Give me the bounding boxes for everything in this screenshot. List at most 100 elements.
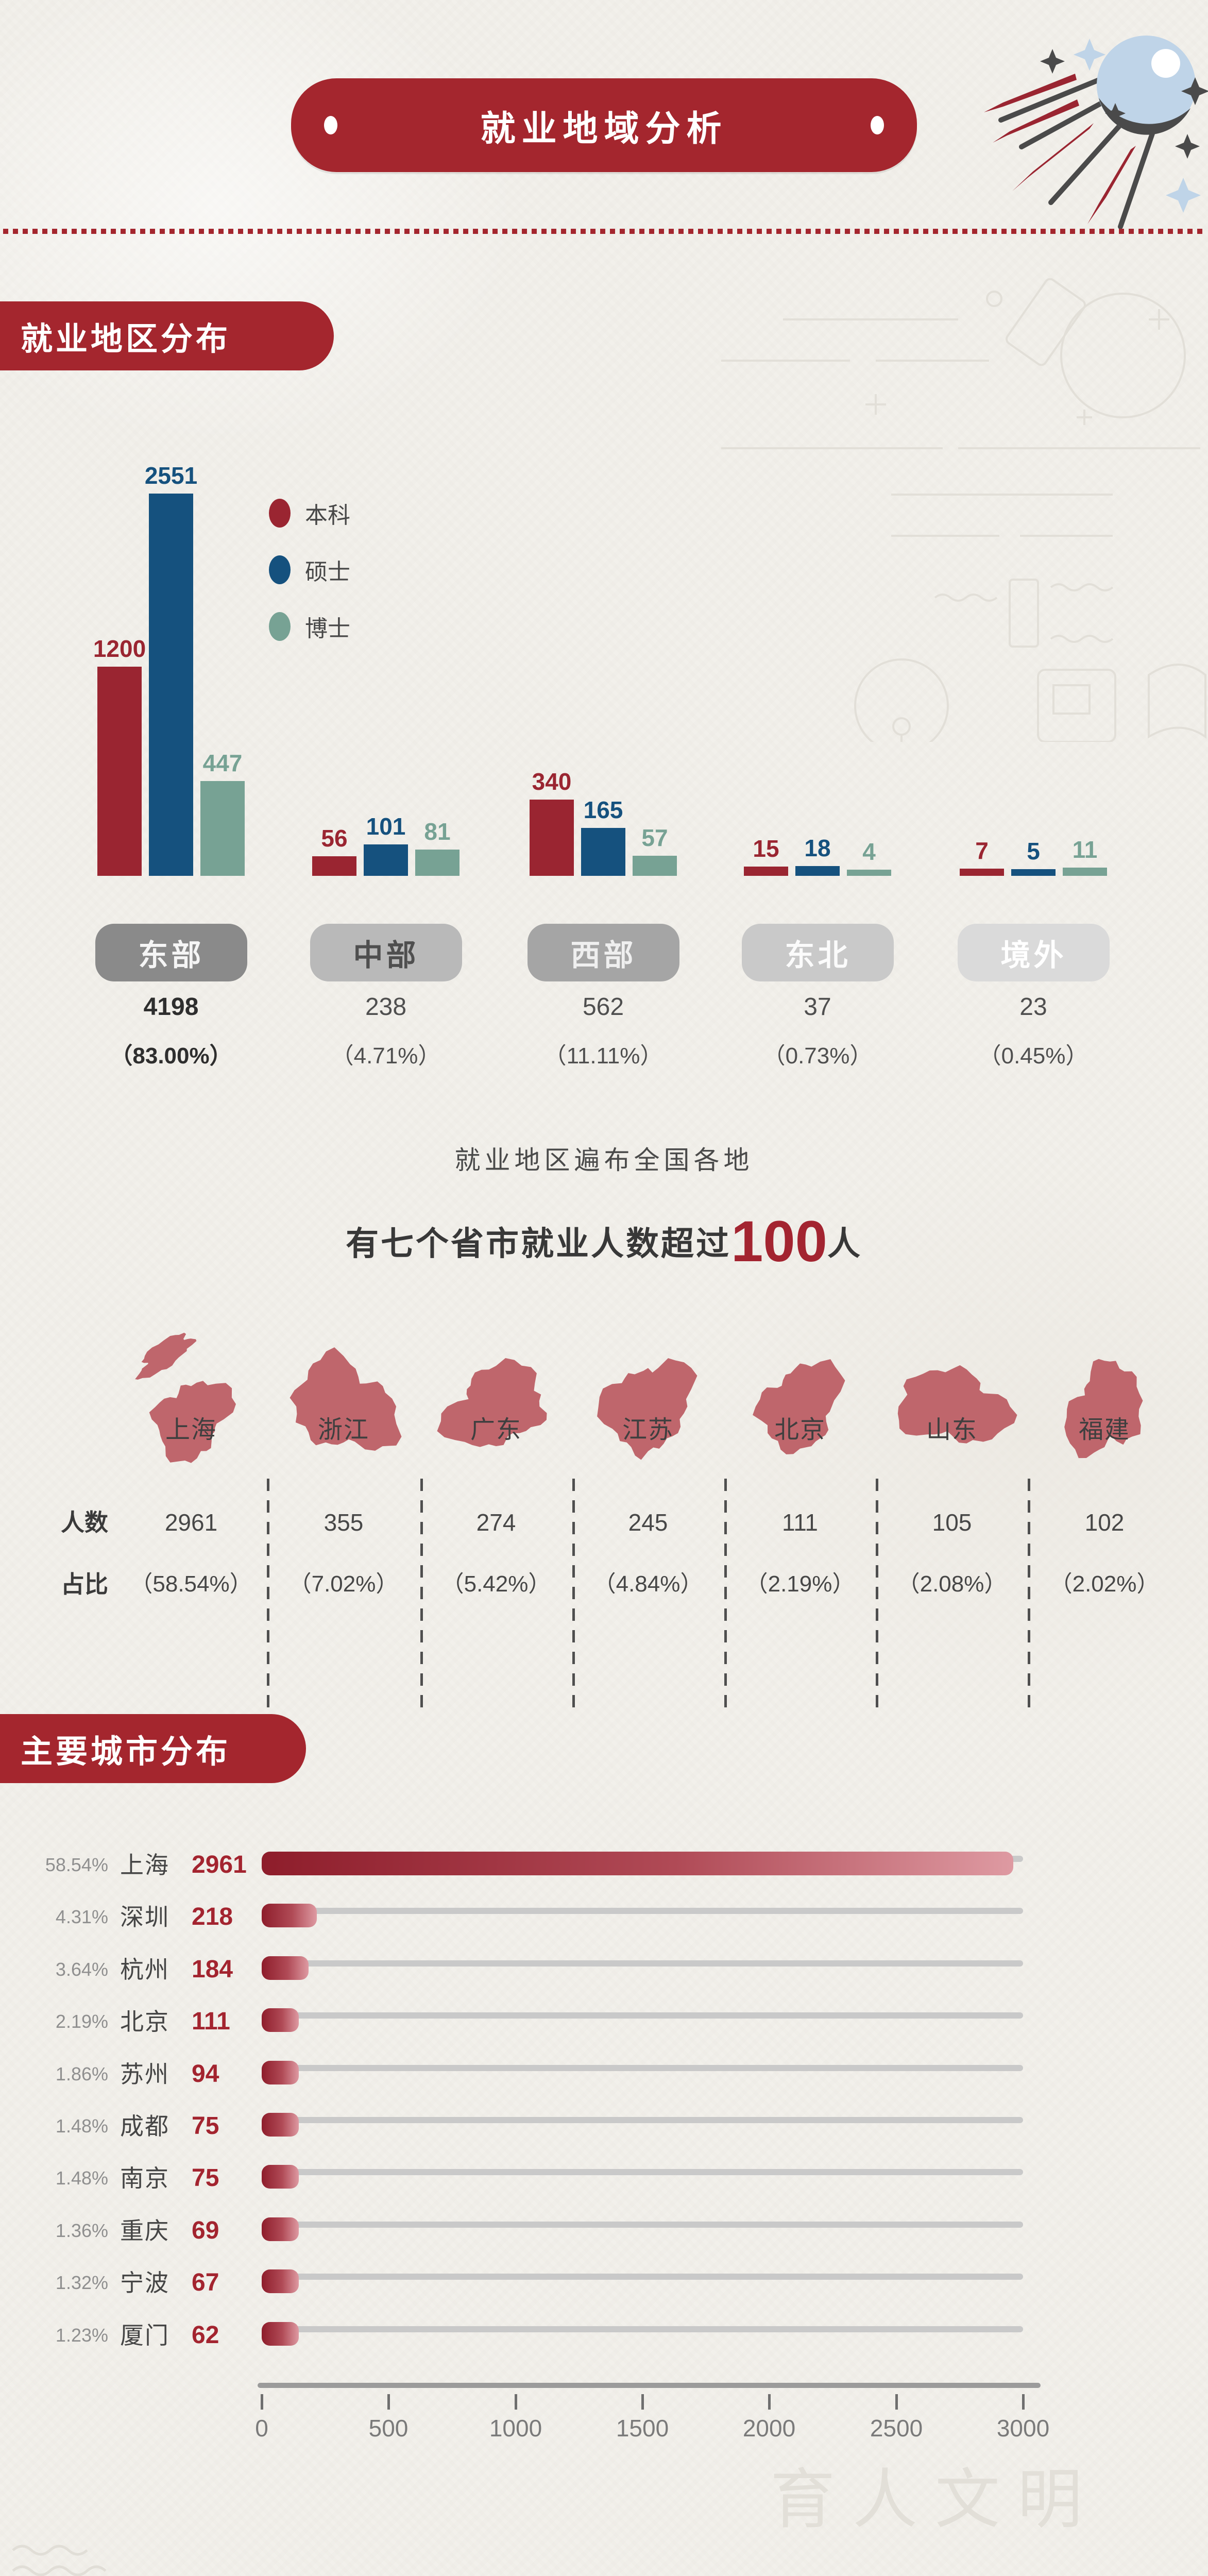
city-bar-track bbox=[262, 1960, 1023, 1967]
section-label: 主要城市分布 bbox=[21, 1734, 231, 1770]
legend-swatch-硕士 bbox=[269, 555, 291, 584]
bar-博士: 11 bbox=[1063, 836, 1107, 876]
region-total-share: （11.11%） bbox=[543, 1043, 663, 1069]
x-axis-tick-label: 0 bbox=[255, 2415, 268, 2442]
middle-line1: 就业地区遍布全国各地 bbox=[454, 1146, 754, 1175]
column-separator bbox=[420, 1479, 423, 1716]
city-bar-track bbox=[262, 2222, 1023, 2228]
city-bar bbox=[262, 2217, 299, 2241]
province-column-广东: 广东 bbox=[419, 1324, 573, 1489]
province-count: 105 bbox=[932, 1509, 972, 1536]
city-bar-track bbox=[262, 2169, 1023, 2175]
city-row-成都: 1.48% 成都 75 bbox=[0, 2110, 1208, 2143]
city-row-上海: 58.54% 上海 2961 bbox=[0, 1849, 1208, 1882]
region-box-东部: 东部 bbox=[95, 924, 247, 981]
x-axis-line bbox=[258, 2383, 1041, 2388]
x-axis-tick-label: 1500 bbox=[616, 2415, 669, 2442]
region-box-中部: 中部 bbox=[310, 924, 462, 981]
city-percent: 1.48% bbox=[55, 2115, 108, 2137]
province-name: 山东 bbox=[926, 1416, 978, 1444]
city-row-深圳: 4.31% 深圳 218 bbox=[0, 1901, 1208, 1934]
city-bar bbox=[262, 1904, 317, 1927]
city-row-南京: 1.48% 南京 75 bbox=[0, 2162, 1208, 2195]
legend-item: 硕士 bbox=[269, 549, 350, 591]
legend: 本科硕士博士 bbox=[269, 492, 350, 648]
province-share: （4.84%） bbox=[593, 1571, 703, 1597]
city-bar bbox=[262, 2322, 299, 2346]
province-shape-icon bbox=[753, 1359, 845, 1454]
province-share: （5.42%） bbox=[441, 1571, 551, 1597]
middle-line2-suffix: 人 bbox=[827, 1225, 862, 1262]
bar-本科: 7 bbox=[960, 837, 1004, 876]
legend-swatch-博士 bbox=[269, 612, 291, 641]
city-value: 69 bbox=[192, 2217, 219, 2244]
column-separator bbox=[1028, 1479, 1030, 1716]
city-bar bbox=[262, 1956, 309, 1980]
region-total-value: 238 bbox=[365, 993, 407, 1021]
city-percent: 1.36% bbox=[55, 2220, 108, 2241]
bar-value-label: 447 bbox=[202, 750, 243, 776]
province-share: （2.02%） bbox=[1049, 1571, 1160, 1597]
city-percent: 1.23% bbox=[55, 2325, 108, 2346]
bar-本科: 1200 bbox=[93, 635, 146, 876]
city-percent: 1.32% bbox=[55, 2272, 108, 2293]
x-axis-tick bbox=[261, 2394, 263, 2410]
city-name: 上海 bbox=[120, 1852, 169, 1878]
bar-value-label: 4 bbox=[862, 838, 876, 865]
row-header-share: 占比 bbox=[61, 1571, 108, 1598]
province-count: 355 bbox=[324, 1509, 364, 1536]
city-row-重庆: 1.36% 重庆 69 bbox=[0, 2214, 1208, 2247]
legend-swatch-本科 bbox=[269, 499, 291, 528]
city-bar bbox=[262, 2061, 299, 2084]
city-bar-track bbox=[262, 2012, 1023, 2019]
x-axis-tick bbox=[895, 2394, 898, 2410]
province-column-福建: 福建 bbox=[1027, 1324, 1182, 1489]
province-name: 江苏 bbox=[622, 1416, 674, 1444]
column-separator bbox=[572, 1479, 575, 1716]
bar-硕士: 165 bbox=[581, 796, 625, 876]
region-total-share: （0.45%） bbox=[978, 1043, 1088, 1069]
bar-博士: 447 bbox=[200, 750, 245, 876]
region-total-value: 562 bbox=[582, 993, 624, 1021]
province-column-浙江: 浙江 bbox=[266, 1324, 421, 1489]
city-name: 北京 bbox=[120, 2008, 169, 2035]
column-separator bbox=[876, 1479, 878, 1716]
city-value: 67 bbox=[192, 2269, 219, 2296]
x-axis-tick-label: 500 bbox=[368, 2415, 409, 2442]
bar-value-label: 18 bbox=[804, 835, 831, 861]
province-column-江苏: 江苏 bbox=[571, 1324, 725, 1489]
bar-硕士: 18 bbox=[795, 835, 840, 876]
province-count: 2961 bbox=[164, 1509, 218, 1536]
x-axis-tick bbox=[515, 2394, 517, 2410]
region-total-share: （4.71%） bbox=[331, 1043, 441, 1069]
bar-group: 15 18 4 bbox=[744, 459, 891, 876]
city-percent: 58.54% bbox=[45, 1854, 108, 1875]
province-shape-icon bbox=[597, 1358, 697, 1460]
region-total-value: 4198 bbox=[143, 993, 199, 1021]
city-name: 苏州 bbox=[120, 2061, 169, 2088]
region-box-东北: 东北 bbox=[742, 924, 894, 981]
city-name: 南京 bbox=[120, 2165, 169, 2192]
bar-value-label: 57 bbox=[641, 824, 668, 851]
banner-dot-right bbox=[871, 116, 884, 134]
column-separator bbox=[724, 1479, 727, 1716]
city-bar-track bbox=[262, 1908, 1023, 1914]
legend-label: 博士 bbox=[305, 616, 350, 641]
legend-label: 本科 bbox=[305, 503, 350, 528]
city-percent: 1.48% bbox=[55, 2167, 108, 2189]
title-banner: 就业地域分析 bbox=[291, 78, 917, 172]
province-column-上海: 上海 bbox=[114, 1324, 268, 1489]
x-axis-tick-label: 3000 bbox=[996, 2415, 1050, 2442]
city-bar-track bbox=[262, 2274, 1023, 2280]
region-total-share: （83.00%） bbox=[110, 1043, 232, 1069]
x-axis-tick-label: 1000 bbox=[489, 2415, 542, 2442]
province-count: 245 bbox=[628, 1509, 668, 1536]
city-bar bbox=[262, 1852, 1013, 1875]
page-title: 就业地域分析 bbox=[480, 109, 728, 148]
city-value: 2961 bbox=[192, 1851, 247, 1878]
bar-value-label: 5 bbox=[1027, 838, 1040, 865]
city-percent: 4.31% bbox=[55, 1906, 108, 1927]
province-shape-icon bbox=[897, 1365, 1017, 1444]
bar-value-label: 165 bbox=[583, 796, 623, 823]
